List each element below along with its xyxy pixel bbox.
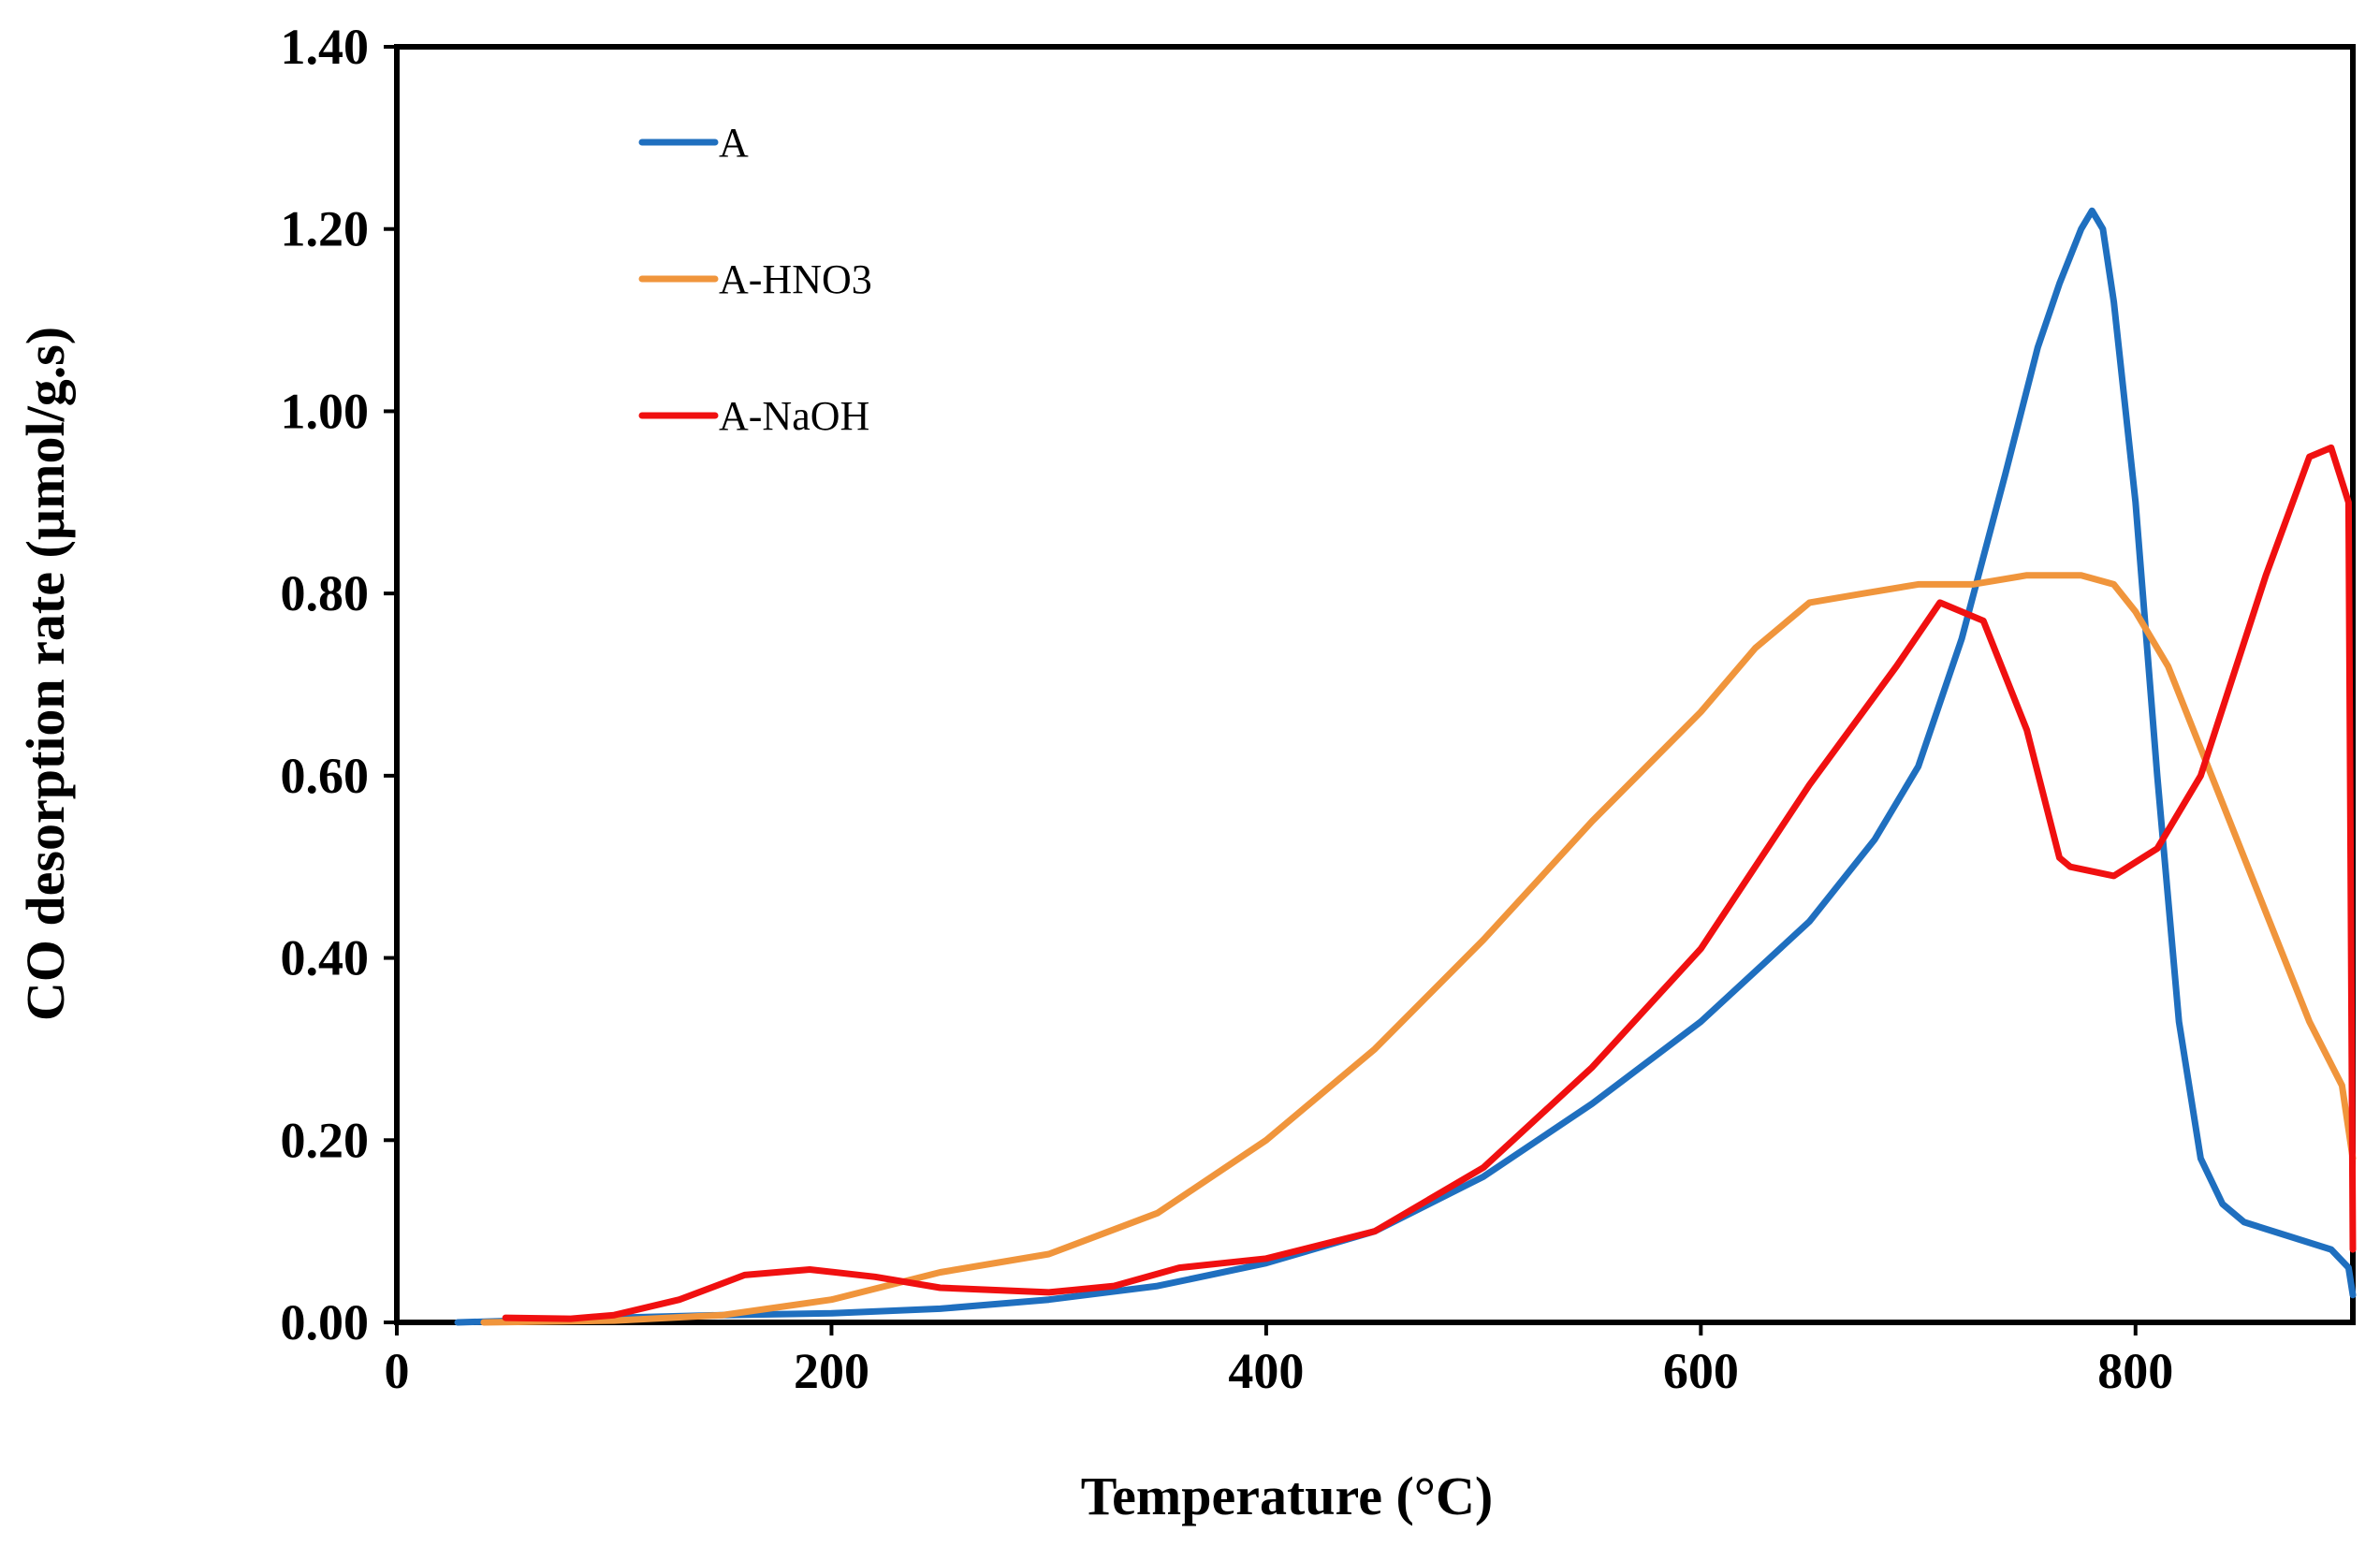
x-tick-label: 400	[1228, 1343, 1304, 1399]
y-tick-label: 0.40	[281, 930, 370, 986]
x-tick-label: 600	[1663, 1343, 1739, 1399]
y-tick-label: 1.00	[281, 383, 370, 439]
series-line-a	[454, 207, 2357, 1326]
y-tick-label: 0.00	[281, 1294, 370, 1350]
legend-label: A-HNO3	[719, 256, 872, 302]
x-tick-label: 0	[385, 1343, 410, 1399]
series-layer	[454, 207, 2357, 1326]
x-axis-title: Temperature (°C)	[1081, 1466, 1493, 1526]
series-line-a-naoh	[502, 444, 2357, 1322]
x-axis: 0 200 400 600 800	[385, 1322, 2173, 1399]
legend-label: A	[719, 120, 749, 166]
y-axis-title: CO desorption rate (µmol/g.s)	[15, 327, 76, 1021]
y-tick-label: 0.20	[281, 1112, 370, 1168]
plot-frame	[394, 44, 2356, 1325]
y-tick-label: 1.20	[281, 201, 370, 257]
y-tick-label: 0.80	[281, 565, 370, 621]
plot-area	[394, 44, 2357, 1326]
y-axis: 0.00 0.20 0.40 0.60 0.80 1.00 1.20 1.40	[281, 19, 397, 1350]
y-tick-label: 1.40	[281, 19, 370, 75]
x-tick-label: 800	[2097, 1343, 2173, 1399]
x-tick-label: 200	[794, 1343, 869, 1399]
legend-label: A-NaOH	[719, 393, 869, 439]
y-tick-label: 0.60	[281, 748, 370, 804]
legend: A A-HNO3 A-NaOH	[638, 120, 872, 439]
